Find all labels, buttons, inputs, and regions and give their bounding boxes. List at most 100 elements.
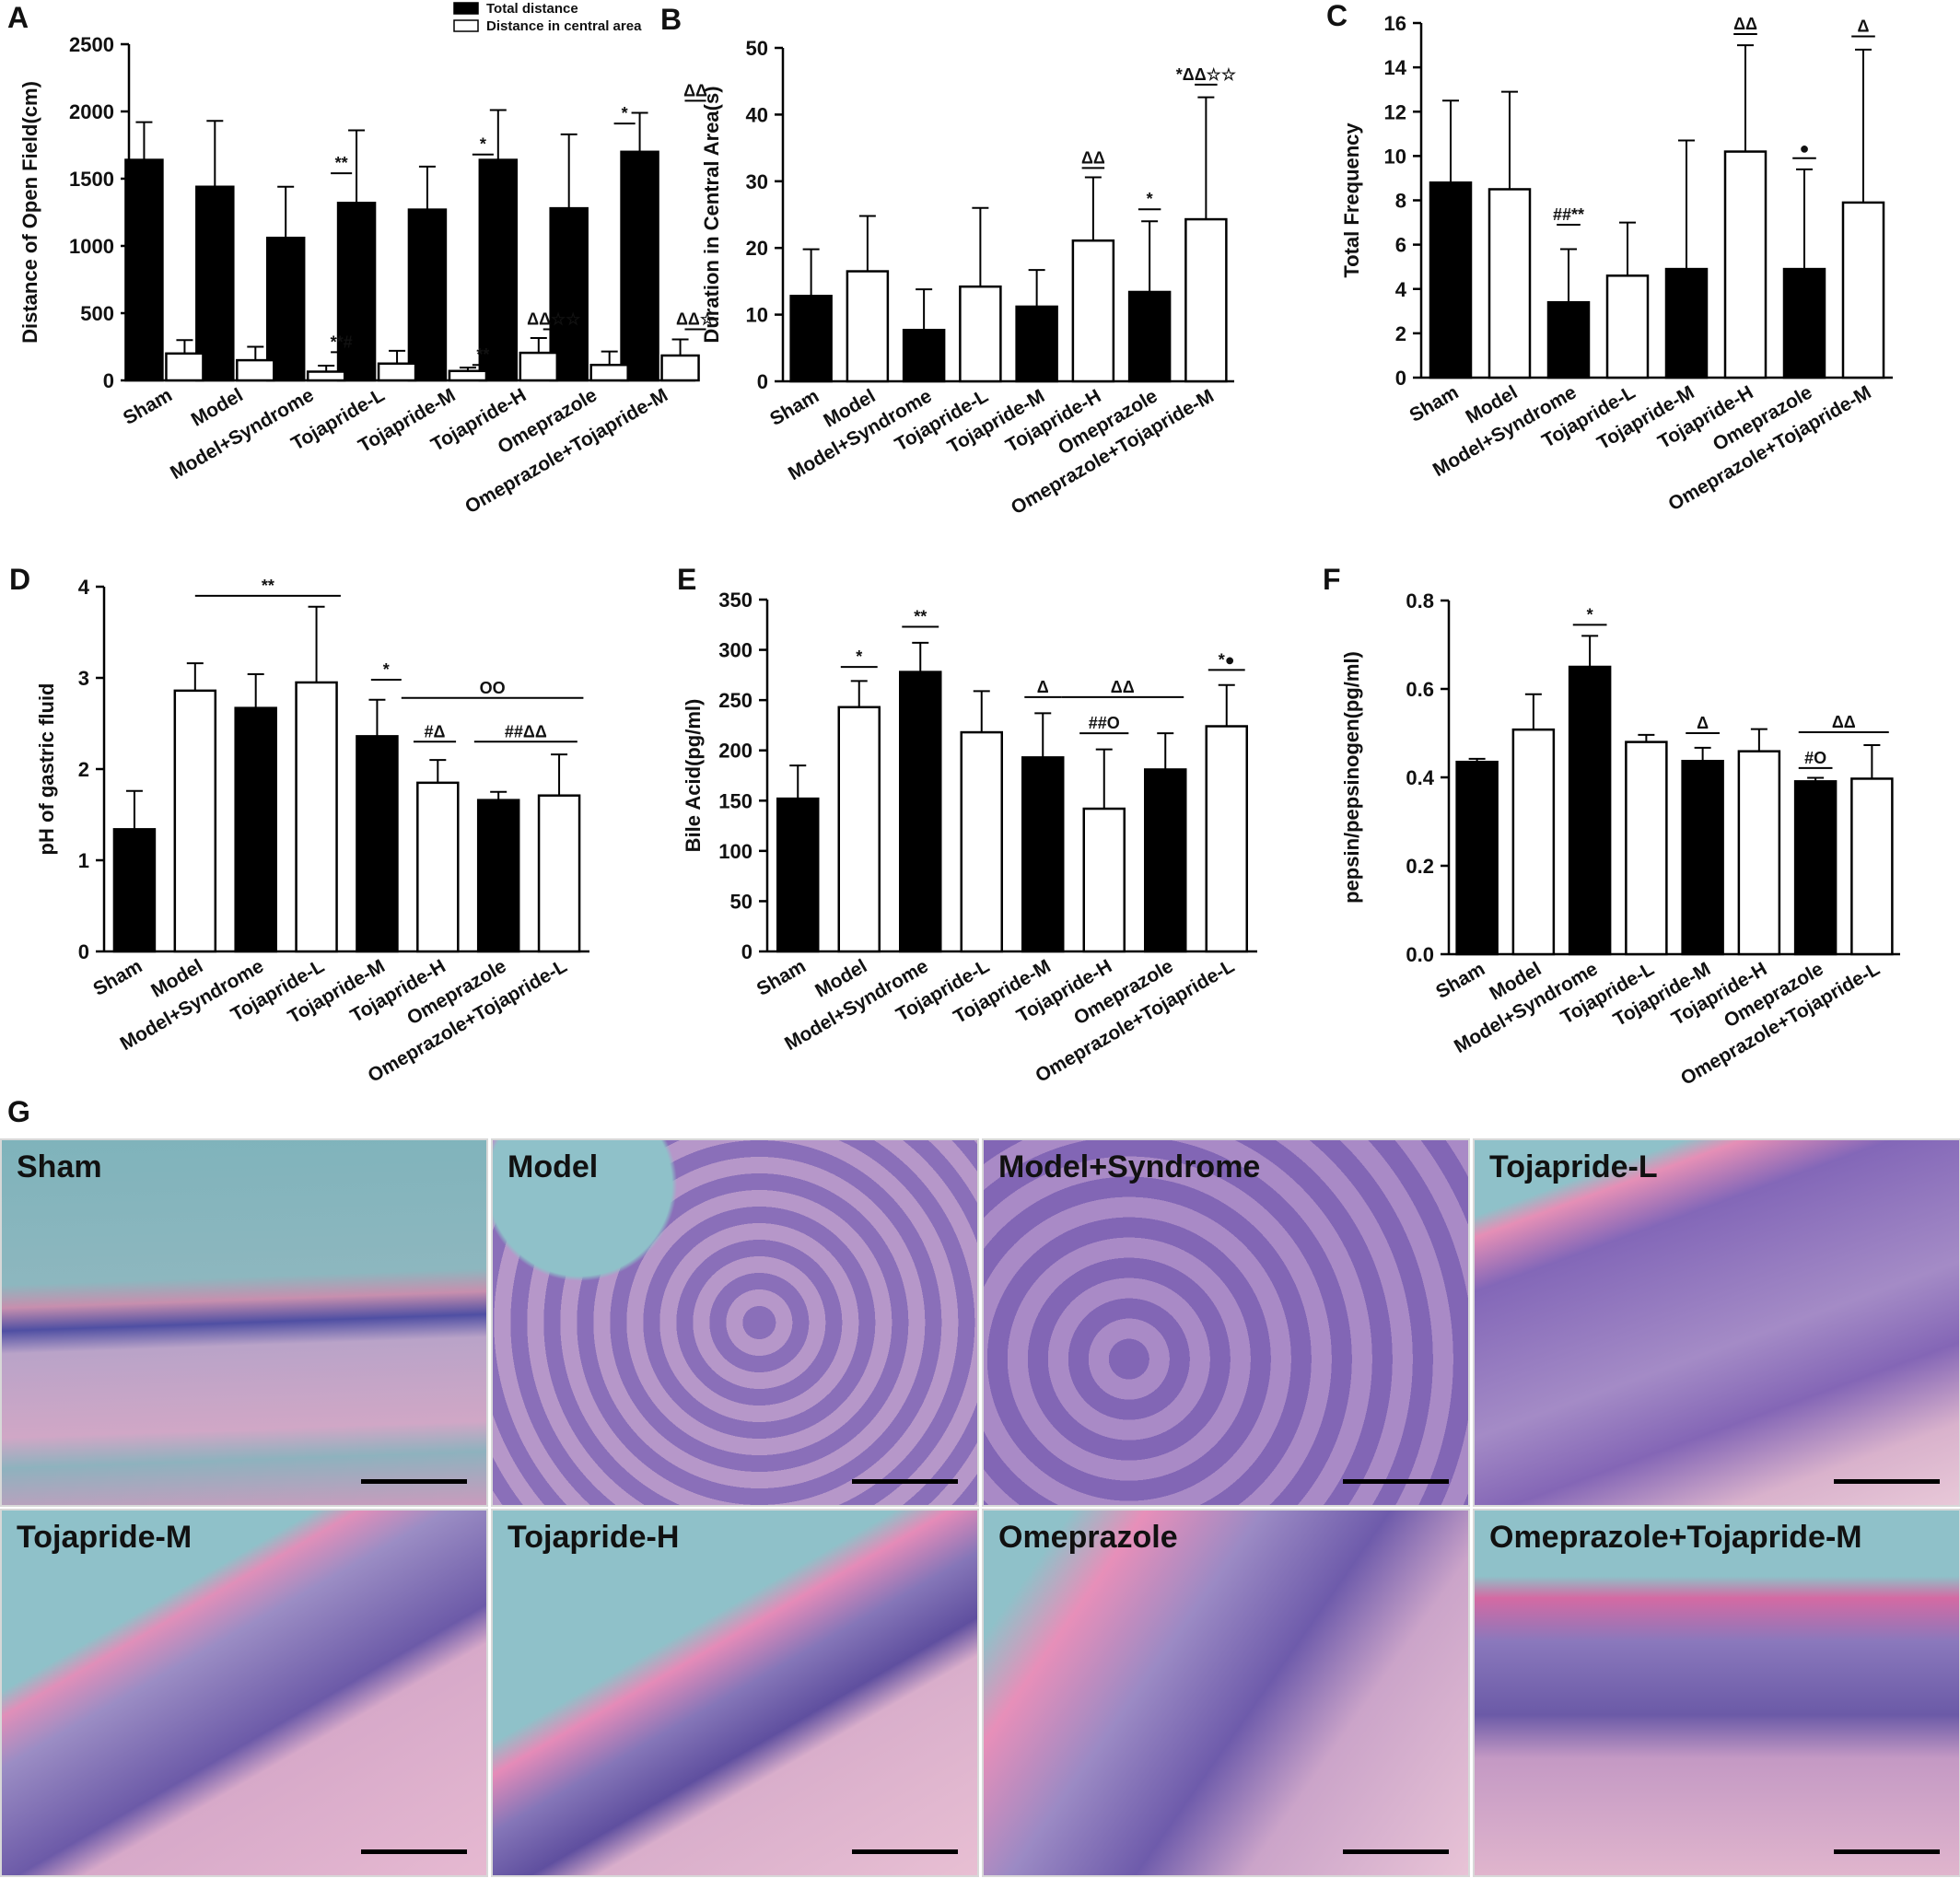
bar	[1127, 290, 1172, 383]
y-tick-label: 2	[78, 758, 89, 781]
bar	[1723, 150, 1768, 379]
significance-label: *	[480, 135, 486, 154]
significance-label: Δ	[1037, 678, 1049, 696]
bar	[1429, 181, 1473, 379]
histology-label: Omeprazole+Tojapride-M	[1489, 1520, 1862, 1555]
chart-panel-b: B 0 10 20 30 40 50 Duration in Central Area(s) S…	[660, 3, 1237, 519]
y-tick-label: 50	[730, 890, 752, 913]
significance-label: **	[914, 607, 927, 625]
bar	[356, 735, 399, 953]
bar	[265, 236, 306, 382]
bar	[1737, 750, 1781, 956]
y-tick-label: 0.6	[1406, 678, 1434, 701]
scale-bar	[1834, 1479, 1940, 1484]
scale-bar	[1343, 1849, 1449, 1854]
bar	[1793, 780, 1838, 956]
bar	[478, 158, 519, 382]
y-tick-label: 2000	[69, 100, 114, 123]
y-tick-label: 16	[1384, 12, 1406, 35]
legend-entry: Distance in central area	[486, 18, 642, 34]
bar	[837, 706, 881, 953]
y-tick-label: 2	[1395, 322, 1406, 345]
y-tick-label: 12	[1384, 100, 1406, 123]
y-tick-label: 250	[718, 689, 752, 712]
significance-label: OO	[480, 679, 506, 697]
bar	[1511, 728, 1556, 956]
bar	[377, 362, 417, 382]
bar	[416, 781, 460, 953]
y-tick-label: 40	[746, 103, 768, 126]
category-label: Sham	[766, 385, 822, 430]
bar	[112, 828, 157, 953]
histology-label: Model	[508, 1149, 599, 1184]
scale-bar	[361, 1479, 467, 1484]
y-tick-label: 14	[1384, 56, 1407, 79]
y-tick-label: 2500	[69, 33, 114, 56]
category-label: Sham	[89, 955, 146, 1000]
bar	[537, 794, 581, 953]
bar	[776, 797, 820, 953]
chart-panel-e: E 0 50 100 150 200 250 300 350 Bile Acid(pg/ml) Sh…	[677, 563, 1257, 1087]
significance-label: **	[335, 154, 348, 172]
y-axis-label: Distance of Open Field(cm)	[18, 81, 41, 344]
significance-label: ΔΔ☆☆	[527, 310, 581, 329]
significance-label: ΔΔ☆	[676, 310, 716, 329]
significance-label: ●	[1800, 139, 1810, 157]
y-tick-label: 10	[1384, 145, 1406, 168]
bar	[1605, 274, 1650, 379]
bar	[589, 363, 629, 382]
bar	[124, 158, 164, 382]
y-tick-label: 350	[718, 589, 752, 612]
y-tick-label: 3	[78, 667, 89, 690]
significance-label: **	[476, 345, 489, 364]
significance-label: *	[1147, 190, 1153, 208]
bar	[789, 295, 833, 383]
histology-tile: Tojapride-M	[0, 1509, 488, 1877]
histology-label: Sham	[17, 1149, 102, 1184]
histology-tile: Sham	[0, 1138, 488, 1507]
significance-label: **#	[331, 332, 353, 351]
panel-letter: A	[7, 1, 29, 34]
histology-tile: Tojapride-H	[491, 1509, 979, 1877]
bar	[1664, 267, 1709, 379]
y-axis-label: pepsin/pepsinogen(pg/ml)	[1340, 651, 1363, 904]
significance-label: ΔΔ	[1111, 678, 1135, 696]
bar	[620, 150, 659, 382]
significance-label: **	[262, 577, 274, 595]
legend-swatch	[453, 2, 479, 15]
significance-label: #Δ	[425, 722, 446, 741]
significance-label: #O	[1804, 749, 1826, 767]
significance-label: *ΔΔ☆☆	[1176, 65, 1237, 84]
chart-panel-f: F 0.0 0.2 0.4 0.6 0.8 pepsin/pepsinogen(pg/ml)…	[1323, 563, 1900, 1090]
scale-bar	[852, 1849, 958, 1854]
bar	[519, 351, 559, 382]
bar	[1841, 201, 1885, 379]
significance-label: Δ	[1697, 714, 1709, 732]
y-tick-label: 150	[718, 789, 752, 812]
y-axis-label: Total Frequency	[1340, 122, 1363, 278]
bar	[1625, 741, 1668, 956]
legend-swatch	[453, 19, 479, 32]
y-tick-label: 300	[718, 639, 752, 662]
chart-panel-a: A 0 500 1000 1500 2000 2500 Distance of Open Fi…	[7, 1, 716, 518]
bar	[1546, 300, 1591, 379]
bar	[195, 185, 235, 382]
y-tick-label: 20	[746, 237, 768, 260]
significance-label: *	[856, 647, 862, 666]
scale-bar	[852, 1479, 958, 1484]
bar	[960, 730, 1003, 953]
bar	[1082, 807, 1126, 953]
bar	[1184, 217, 1228, 383]
bar	[902, 329, 946, 383]
histology-tile: Tojapride-L	[1473, 1138, 1960, 1507]
bar	[407, 208, 448, 382]
histology-tile: Model	[491, 1138, 979, 1507]
y-tick-label: 50	[746, 37, 768, 60]
bar	[899, 671, 942, 953]
y-tick-label: 4	[78, 576, 90, 599]
panel-letter: C	[1326, 0, 1348, 32]
